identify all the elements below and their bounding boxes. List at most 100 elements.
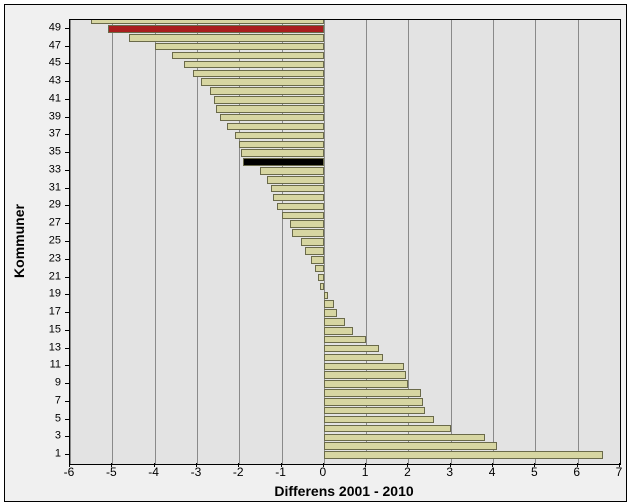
y-tick [65,294,69,295]
bar [324,407,426,415]
y-tick-label: 11 [50,360,61,371]
y-tick [65,241,69,242]
x-tick [196,463,197,467]
bar [172,52,324,60]
bar [184,61,324,69]
x-tick-label: 7 [616,465,623,479]
chart-frame: Kommuner 1357911131517192123252729313335… [4,4,627,502]
bar [324,354,383,362]
x-tick [154,463,155,467]
bar [315,265,323,273]
y-tick [65,436,69,437]
bar [324,380,409,388]
x-tick [281,463,282,467]
y-tick [65,330,69,331]
y-tick [65,188,69,189]
x-tick [69,463,70,467]
x-tick-label: 4 [489,465,496,479]
bar [324,363,404,371]
gridline [112,20,113,464]
y-axis-labels: 1357911131517192123252729313335373941434… [5,19,65,463]
y-tick-label: 43 [49,76,61,87]
y-tick-label: 13 [49,342,61,353]
bar [324,416,434,424]
y-tick-label: 23 [49,253,61,264]
bar [324,451,603,459]
bar [318,274,324,282]
bar [324,345,379,353]
x-tick [619,463,620,467]
x-tick-label: -4 [148,465,159,479]
y-tick-label: 21 [49,271,61,282]
gridline [451,20,452,464]
x-tick [323,463,324,467]
y-tick [65,205,69,206]
bar [277,203,324,211]
bar [108,25,324,33]
y-tick [65,134,69,135]
y-tick-label: 35 [49,147,61,158]
bar [227,123,324,131]
x-tick [450,463,451,467]
bar [214,96,324,104]
bar [324,434,485,442]
y-tick [65,277,69,278]
bar [210,87,324,95]
bar [260,167,323,175]
y-tick [65,152,69,153]
bar [193,70,324,78]
y-tick-label: 3 [55,431,61,442]
y-tick [65,401,69,402]
y-tick-label: 47 [49,40,61,51]
y-tick-label: 7 [55,395,61,406]
bar [324,398,423,406]
bar [305,247,324,255]
y-tick [65,81,69,82]
x-tick [534,463,535,467]
bar [235,132,324,140]
y-tick [65,117,69,118]
bar [271,185,324,193]
bar [324,336,366,344]
y-tick [65,383,69,384]
bar [129,34,324,42]
bar [301,238,324,246]
bar [290,220,324,228]
y-tick-label: 31 [49,182,61,193]
y-tick [65,223,69,224]
x-tick-label: -3 [191,465,202,479]
bar [292,229,324,237]
y-tick [65,28,69,29]
y-tick-label: 27 [49,218,61,229]
x-axis-title: Differens 2001 - 2010 [69,483,619,499]
x-axis-labels: -6-5-4-3-2-101234567 [69,465,619,481]
y-tick [65,259,69,260]
x-tick-label: 5 [531,465,538,479]
y-tick [65,365,69,366]
gridline [535,20,536,464]
bar [324,425,451,433]
bar [241,149,324,157]
x-tick-label: -5 [106,465,117,479]
bar [324,389,421,397]
bar [324,309,337,317]
x-tick-label: -6 [64,465,75,479]
y-tick-label: 15 [49,324,61,335]
y-tick-label: 1 [55,449,61,460]
bar [311,256,324,264]
x-tick-label: 1 [362,465,369,479]
y-tick-label: 33 [49,164,61,175]
x-tick-label: 0 [320,465,327,479]
gridline [493,20,494,464]
bar [267,176,324,184]
bar [324,292,328,300]
y-tick [65,46,69,47]
bar [273,194,324,202]
bar [324,327,354,335]
y-tick [65,99,69,100]
gridline [620,20,621,464]
bar [324,300,335,308]
bar [324,442,497,450]
y-tick [65,170,69,171]
y-tick-label: 17 [49,307,61,318]
